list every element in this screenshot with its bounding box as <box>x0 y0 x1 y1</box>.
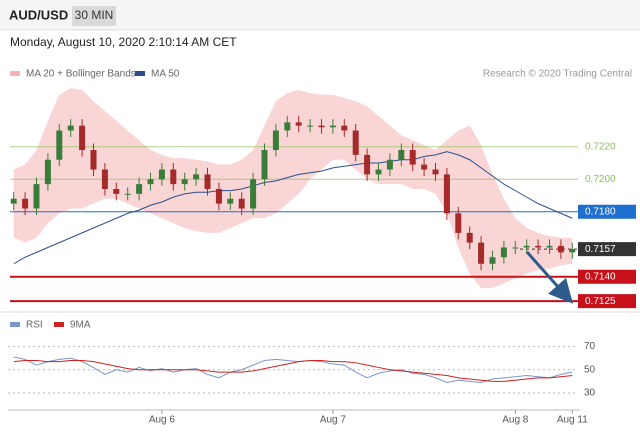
candle-body <box>478 242 485 264</box>
candle-body <box>421 164 428 170</box>
candle-body <box>500 247 507 258</box>
candle-body <box>44 159 51 185</box>
candle-body <box>136 184 143 194</box>
plot-layer: MA 20 + Bollinger Bands MA 50 Research © 2… <box>8 69 636 426</box>
candle-body <box>124 193 131 195</box>
candle-body <box>386 159 393 170</box>
candle-body <box>341 125 348 131</box>
x-tick-label: Aug 11 <box>557 415 588 426</box>
timestamp: Monday, August 10, 2020 2:10:14 AM CET <box>10 35 237 49</box>
candle-body <box>523 245 530 248</box>
candle-body <box>295 122 302 126</box>
candle-body <box>158 169 165 180</box>
legend-swatch <box>54 322 64 327</box>
legend-swatch <box>10 71 20 76</box>
legend-label: 9MA <box>70 320 91 331</box>
candle-body <box>227 198 234 204</box>
level-label: 0.7125 <box>585 296 616 307</box>
candle-body <box>569 249 576 253</box>
legend-swatch <box>10 322 20 327</box>
candle-body <box>455 213 462 233</box>
candle-body <box>10 198 17 204</box>
indicator-line <box>13 359 573 382</box>
level-label: 0.7200 <box>585 174 616 185</box>
candle-body <box>204 174 211 189</box>
candle-body <box>250 179 257 209</box>
candle-body <box>409 150 416 165</box>
level-label: 0.7140 <box>585 271 616 282</box>
y-tick-label: 50 <box>584 364 596 375</box>
x-tick-label: Aug 6 <box>149 415 176 426</box>
candle-body <box>352 130 359 155</box>
candle-body <box>33 184 40 209</box>
y-tick-label: 30 <box>584 388 596 399</box>
level-label: 0.7180 <box>585 206 616 217</box>
candle-body <box>113 189 120 194</box>
candle-body <box>79 125 86 150</box>
candle-body <box>466 232 473 243</box>
legend-swatch <box>135 71 145 76</box>
x-tick-label: Aug 7 <box>320 415 347 426</box>
candle-body <box>170 169 177 185</box>
indicator-line <box>13 356 573 384</box>
candle-body <box>443 174 450 214</box>
candle-body <box>261 150 268 180</box>
candle-body <box>546 245 553 248</box>
candle-body <box>512 247 519 249</box>
candle-body <box>284 122 291 131</box>
level-label-box <box>578 204 636 219</box>
level-label: 0.7157 <box>585 244 616 255</box>
candle-body <box>215 189 222 204</box>
candle-body <box>90 150 97 170</box>
candle-body <box>557 245 564 253</box>
timeframe-box[interactable] <box>72 6 116 26</box>
forecast-arrow <box>525 251 573 304</box>
candle-body <box>22 198 29 209</box>
candle-body <box>67 125 74 131</box>
candle-body <box>193 174 200 180</box>
level-label-box <box>578 294 636 309</box>
timeframe[interactable]: 30 MIN <box>75 8 114 22</box>
candle-body <box>147 179 154 185</box>
candle-body <box>56 130 63 160</box>
candle-body <box>489 257 496 264</box>
candle-body <box>535 245 542 248</box>
legend-label: MA 50 <box>151 69 180 80</box>
candle-body <box>272 130 279 150</box>
candle-body <box>375 169 382 175</box>
legend-label: MA 20 + Bollinger Bands <box>26 69 136 80</box>
candle-body <box>432 169 439 175</box>
candle-body <box>364 154 371 175</box>
annotation: Research © 2020 Trading Central <box>483 69 632 80</box>
candle-body <box>238 198 245 209</box>
level-label-box <box>578 269 636 284</box>
bollinger-band <box>13 88 573 289</box>
level-label-box <box>578 242 636 257</box>
candle-body <box>398 150 405 160</box>
x-tick-label: Aug 8 <box>502 415 529 426</box>
symbol: AUD/USD <box>9 7 68 22</box>
candle-body <box>329 125 336 128</box>
y-tick-label: 70 <box>584 341 596 352</box>
level-label: 0.7220 <box>585 141 616 152</box>
legend-label: RSI <box>26 320 43 331</box>
candle-body <box>307 125 314 127</box>
ma-line <box>13 151 573 265</box>
candle-body <box>101 169 108 189</box>
candle-body <box>181 179 188 185</box>
candle-body <box>318 125 325 128</box>
